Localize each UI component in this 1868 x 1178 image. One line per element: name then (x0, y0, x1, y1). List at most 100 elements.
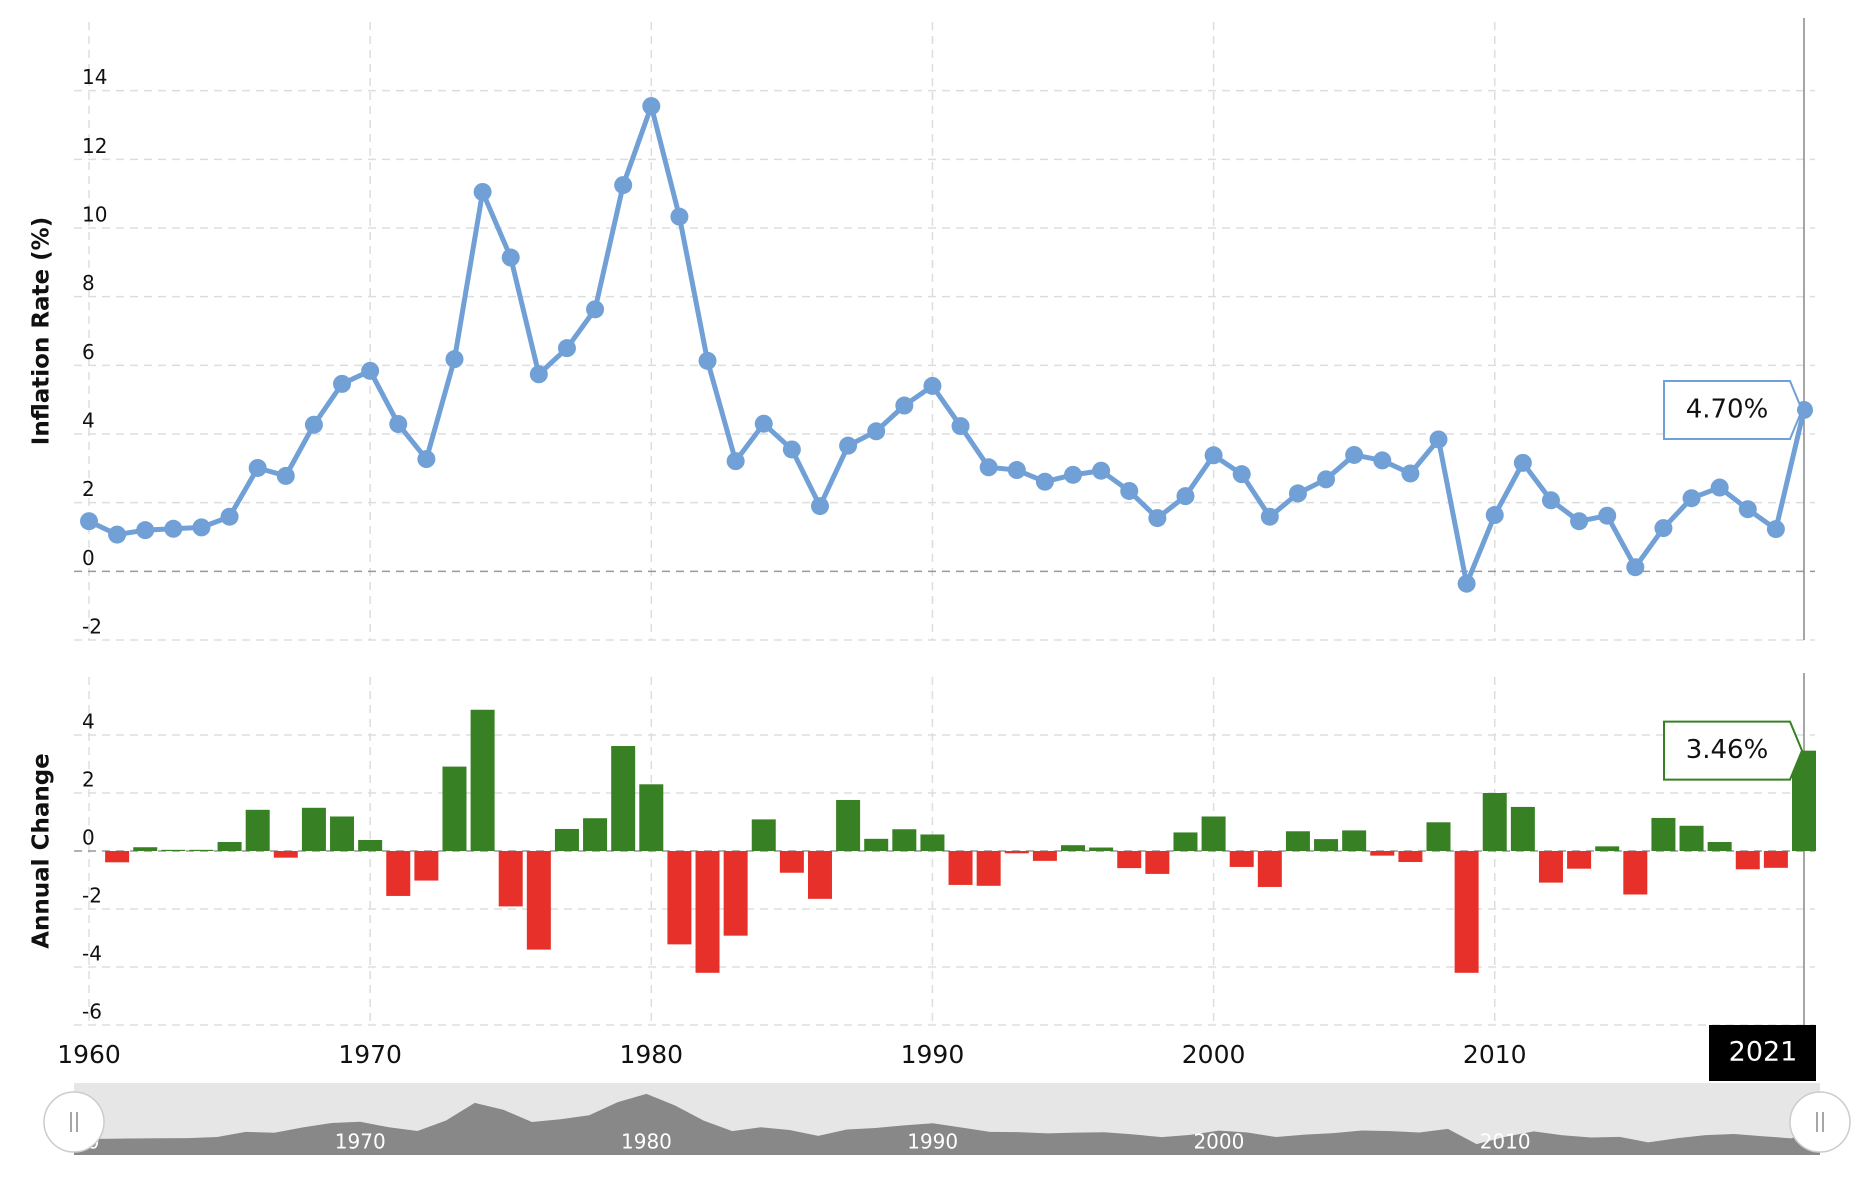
point[interactable] (136, 521, 155, 540)
bar[interactable] (1004, 851, 1029, 854)
point[interactable] (586, 300, 605, 319)
point[interactable] (1260, 507, 1279, 526)
bar[interactable] (1735, 851, 1760, 870)
point[interactable] (670, 207, 689, 226)
bar[interactable] (189, 849, 214, 851)
point[interactable] (1598, 506, 1617, 525)
point[interactable] (754, 414, 773, 433)
bar[interactable] (161, 849, 186, 851)
point[interactable] (698, 351, 717, 370)
bar[interactable] (807, 851, 832, 899)
point[interactable] (1485, 506, 1504, 525)
bar[interactable] (1089, 847, 1114, 851)
bar[interactable] (1538, 851, 1563, 883)
bar[interactable] (245, 809, 270, 851)
point[interactable] (979, 458, 998, 477)
bar[interactable] (1229, 851, 1254, 867)
point[interactable] (557, 339, 576, 358)
bar[interactable] (470, 709, 495, 851)
bar[interactable] (1567, 851, 1592, 869)
navigator-handle[interactable] (43, 1091, 105, 1153)
bar[interactable] (1595, 846, 1620, 851)
point[interactable] (1064, 465, 1083, 484)
point[interactable] (473, 182, 492, 201)
bar[interactable] (1679, 825, 1704, 851)
bar[interactable] (1398, 851, 1423, 863)
point[interactable] (1148, 509, 1167, 528)
bar[interactable] (1510, 806, 1535, 851)
point[interactable] (1682, 489, 1701, 508)
point[interactable] (1429, 430, 1448, 449)
bar[interactable] (920, 834, 945, 851)
bar[interactable] (723, 851, 748, 936)
bar[interactable] (330, 816, 355, 851)
bar[interactable] (133, 847, 158, 851)
point[interactable] (895, 396, 914, 415)
point[interactable] (1120, 481, 1139, 500)
bar[interactable] (386, 851, 411, 896)
point[interactable] (1035, 472, 1054, 491)
point[interactable] (248, 458, 267, 477)
point[interactable] (1738, 500, 1757, 519)
bar[interactable] (273, 851, 298, 858)
point[interactable] (1766, 520, 1785, 539)
point[interactable] (1513, 453, 1532, 472)
point[interactable] (1007, 461, 1026, 480)
point[interactable] (164, 519, 183, 538)
point[interactable] (1345, 445, 1364, 464)
bar[interactable] (442, 766, 467, 851)
point[interactable] (839, 436, 858, 455)
bar[interactable] (1145, 851, 1170, 874)
point[interactable] (1710, 478, 1729, 497)
point[interactable] (1570, 512, 1589, 531)
bar[interactable] (751, 819, 776, 851)
point[interactable] (1092, 461, 1111, 480)
point[interactable] (220, 507, 239, 526)
bar[interactable] (554, 828, 579, 851)
point[interactable] (192, 518, 211, 537)
bar[interactable] (667, 851, 692, 945)
bar[interactable] (1370, 851, 1395, 856)
bar[interactable] (1342, 830, 1367, 851)
point[interactable] (1232, 465, 1251, 484)
point[interactable] (1401, 464, 1420, 483)
bar[interactable] (1257, 851, 1282, 887)
point[interactable] (361, 361, 380, 380)
bar[interactable] (583, 818, 608, 851)
point[interactable] (1176, 487, 1195, 506)
bar[interactable] (695, 851, 720, 973)
bar[interactable] (1032, 851, 1057, 861)
point[interactable] (614, 176, 633, 195)
navigator-handle[interactable] (1789, 1091, 1851, 1153)
point[interactable] (951, 417, 970, 436)
bar[interactable] (526, 851, 551, 950)
point[interactable] (867, 422, 886, 441)
bar[interactable] (1763, 851, 1788, 868)
point[interactable] (1373, 451, 1392, 470)
bar[interactable] (1201, 816, 1226, 851)
bar[interactable] (1651, 817, 1676, 851)
bar[interactable] (105, 851, 130, 863)
bar[interactable] (358, 839, 383, 851)
bar[interactable] (498, 851, 523, 907)
bar[interactable] (1482, 793, 1507, 851)
point[interactable] (445, 350, 464, 369)
point[interactable] (276, 466, 295, 485)
point[interactable] (642, 97, 661, 116)
bar[interactable] (639, 784, 664, 851)
bar[interactable] (301, 807, 326, 851)
point[interactable] (417, 450, 436, 469)
point[interactable] (389, 415, 408, 434)
point[interactable] (782, 440, 801, 459)
bar[interactable] (414, 851, 439, 881)
point[interactable] (726, 452, 745, 471)
bar[interactable] (611, 746, 636, 851)
bar[interactable] (779, 851, 804, 873)
bar[interactable] (864, 838, 889, 851)
bar[interactable] (948, 851, 973, 885)
bar[interactable] (217, 842, 242, 851)
point[interactable] (1204, 446, 1223, 465)
point[interactable] (1288, 484, 1307, 503)
point[interactable] (810, 497, 829, 516)
point[interactable] (1457, 574, 1476, 593)
